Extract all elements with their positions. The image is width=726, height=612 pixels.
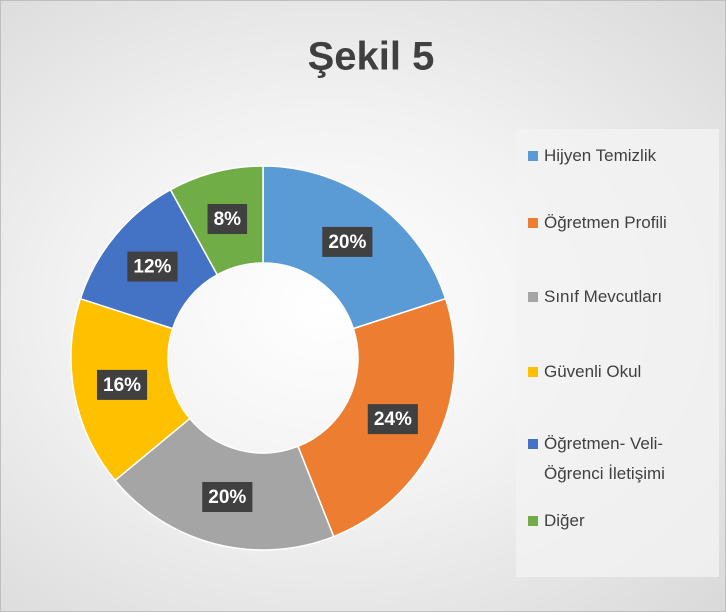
legend-swatch	[528, 439, 538, 449]
legend-item: Sınıf Mevcutları	[528, 282, 713, 312]
value-label-box	[202, 481, 253, 512]
value-label: 16%	[103, 375, 141, 396]
chart-title: Şekil 5	[308, 35, 435, 79]
value-label-box	[96, 369, 148, 400]
legend-item: Diğer	[528, 506, 713, 536]
legend-label: Diğer	[544, 511, 585, 530]
legend-label: Öğretmen- Veli- Öğrenci İletişimi	[544, 434, 665, 483]
legend-swatch	[528, 367, 538, 377]
legend-swatch	[528, 218, 538, 228]
legend-item: Hijyen Temizlik	[528, 141, 713, 171]
legend-label: Hijyen Temizlik	[544, 146, 657, 165]
legend: Hijyen Temizlik Öğretmen Profili Sınıf Mev…	[516, 129, 719, 577]
value-label: 12%	[133, 257, 171, 278]
value-label-box	[127, 251, 178, 282]
value-label: 20%	[328, 232, 366, 253]
value-label-box	[207, 204, 248, 235]
legend-swatch	[528, 292, 538, 302]
legend-swatch	[528, 151, 538, 161]
legend-label: Öğretmen Profili	[544, 213, 667, 232]
legend-item: Güvenli Okul	[528, 357, 713, 387]
legend-label: Sınıf Mevcutları	[544, 287, 663, 306]
value-label: 20%	[208, 487, 246, 508]
legend-label: Güvenli Okul	[544, 362, 642, 381]
value-label-box	[322, 226, 373, 257]
legend-item: Öğretmen Profili	[528, 208, 713, 238]
value-label: 8%	[214, 209, 242, 230]
value-label: 24%	[374, 409, 412, 430]
legend-swatch	[528, 516, 538, 526]
legend-item: Öğretmen- Veli- Öğrenci İletişimi	[528, 429, 713, 489]
value-label-box	[367, 404, 418, 435]
